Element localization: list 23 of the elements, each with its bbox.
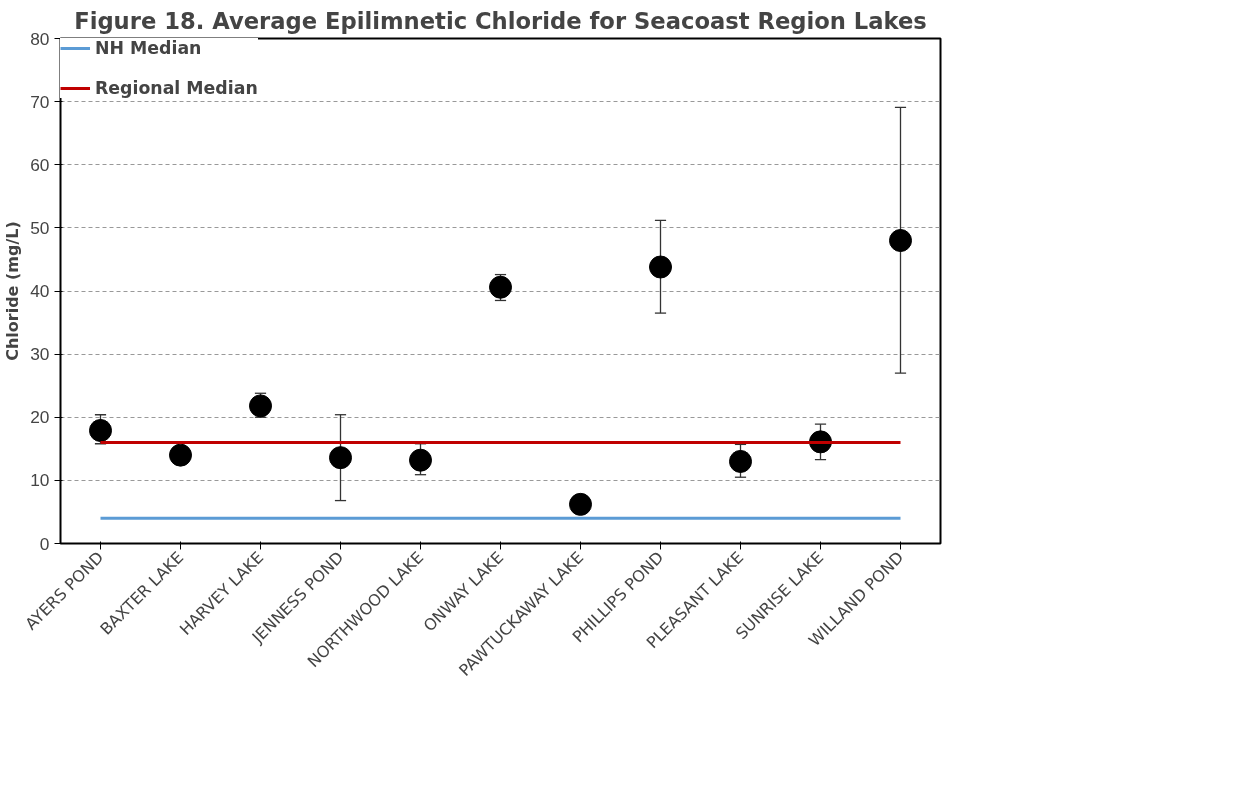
point [649,255,672,279]
point [569,492,592,516]
point [729,449,752,473]
y-axis-title: Chloride (mg/L) [3,221,23,361]
point [489,275,512,299]
point [329,446,352,470]
point [889,229,912,252]
y-tick-label: 60 [30,154,50,175]
y-tick-label: 80 [30,28,50,49]
y-tick-label: 40 [30,281,50,301]
point [249,394,272,418]
y-tick-label: 10 [30,470,50,491]
legend-label: NH Median [95,38,202,58]
point [89,419,112,442]
chart-title: Figure 18. Average Epilimnetic Chloride for Seacoast Region Lakes [74,7,927,34]
y-tick-label: 30 [30,344,50,365]
y-tick-label: 20 [30,407,50,428]
y-tick-label: 70 [30,91,50,112]
y-tick-label: 0 [39,533,50,554]
y-tick-label: 50 [30,217,50,238]
legend-label: Regional Median [95,78,258,98]
point [169,443,192,467]
point [409,448,432,472]
